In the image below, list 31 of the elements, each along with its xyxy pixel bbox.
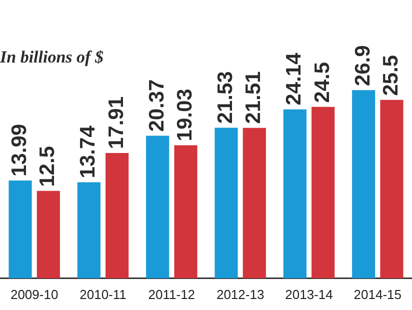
data-label: 21.53: [214, 71, 238, 124]
x-tick-label: 2010-11: [80, 286, 126, 302]
bar: [283, 109, 306, 278]
bar: [242, 128, 266, 278]
data-label: 13.99: [8, 124, 32, 176]
x-tick-label: 2013-14: [285, 286, 333, 302]
bar: [174, 145, 198, 278]
bar: [380, 100, 404, 278]
data-label: 24.5: [310, 62, 334, 103]
data-label: 19.03: [174, 88, 197, 142]
bar: [312, 106, 335, 278]
data-label: 12.5: [36, 146, 60, 187]
bar: [214, 128, 238, 278]
data-label: 21.51: [242, 70, 266, 124]
bar: [8, 180, 32, 278]
bar: [106, 153, 129, 278]
bar: [146, 136, 170, 278]
bar: [36, 190, 60, 278]
x-tick-label: 2011-12: [148, 286, 196, 302]
chart-title: In billions of $: [0, 48, 104, 67]
x-tick-label: 2014-15: [354, 286, 402, 302]
bar: [77, 182, 100, 278]
data-label: 26.9: [351, 45, 374, 86]
x-tick-label: 2012-13: [216, 286, 264, 302]
data-label: 13.74: [76, 125, 100, 178]
x-tick-label: 2009-10: [10, 286, 58, 302]
data-label: 20.37: [145, 79, 168, 132]
data-label: 24.14: [282, 52, 306, 106]
data-label: 17.91: [104, 96, 128, 150]
data-label: 25.5: [380, 54, 403, 96]
bar: [352, 90, 376, 278]
